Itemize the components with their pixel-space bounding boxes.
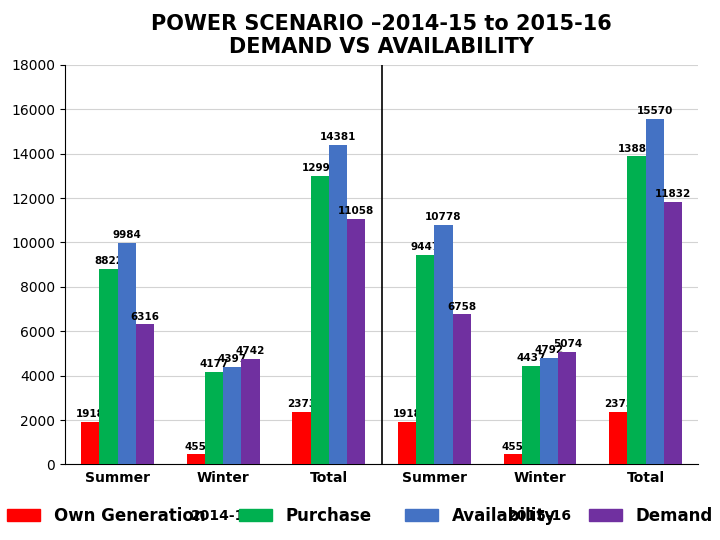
Bar [241, 359, 260, 464]
Bar [540, 358, 558, 464]
Bar [434, 225, 453, 464]
Text: 455: 455 [502, 442, 523, 451]
Text: 6316: 6316 [130, 312, 159, 321]
Text: 11058: 11058 [338, 206, 374, 216]
Text: 2014-15: 2014-15 [191, 509, 256, 523]
Text: 4742: 4742 [236, 347, 265, 356]
Text: 6758: 6758 [447, 302, 477, 312]
Text: 9447: 9447 [410, 242, 440, 252]
Bar [664, 202, 682, 464]
Bar [453, 314, 471, 464]
Bar [558, 352, 577, 464]
Bar [99, 268, 117, 464]
Legend: Own Generation, Purchase, Availability, Demand: Own Generation, Purchase, Availability, … [1, 501, 719, 532]
Text: 4437: 4437 [516, 353, 546, 363]
Bar [223, 367, 241, 464]
Text: 9984: 9984 [112, 230, 141, 240]
Bar [310, 176, 329, 464]
Bar [292, 411, 310, 464]
Text: 12998: 12998 [302, 163, 338, 173]
Text: 2373: 2373 [287, 399, 316, 409]
Bar [503, 454, 522, 464]
Text: 1918: 1918 [76, 409, 104, 419]
Text: 2015-16: 2015-16 [508, 509, 572, 523]
Bar [186, 454, 205, 464]
Text: 455: 455 [185, 442, 207, 451]
Text: 5074: 5074 [553, 339, 582, 349]
Bar [117, 243, 136, 464]
Bar [609, 411, 627, 464]
Bar [81, 422, 99, 464]
Bar [398, 422, 416, 464]
Bar [627, 156, 646, 464]
Text: 13884: 13884 [618, 144, 654, 153]
Text: 11832: 11832 [654, 189, 691, 199]
Bar [646, 119, 664, 464]
Text: POWER SCENARIO –2014-15 to 2015-16
DEMAND VS AVAILABILITY: POWER SCENARIO –2014-15 to 2015-16 DEMAN… [151, 14, 612, 57]
Text: 2373: 2373 [603, 399, 633, 409]
Bar [205, 372, 223, 464]
Bar [136, 324, 154, 464]
Text: 8822: 8822 [94, 256, 123, 266]
Bar [416, 255, 434, 464]
Text: 10778: 10778 [426, 212, 462, 222]
Text: 15570: 15570 [636, 106, 673, 116]
Bar [347, 219, 365, 464]
Bar [522, 366, 540, 464]
Text: 4792: 4792 [534, 346, 564, 355]
Bar [329, 145, 347, 464]
Text: 4397: 4397 [217, 354, 247, 364]
Text: 14381: 14381 [320, 132, 356, 143]
Text: 4177: 4177 [199, 359, 229, 369]
Text: 1918: 1918 [392, 409, 421, 419]
